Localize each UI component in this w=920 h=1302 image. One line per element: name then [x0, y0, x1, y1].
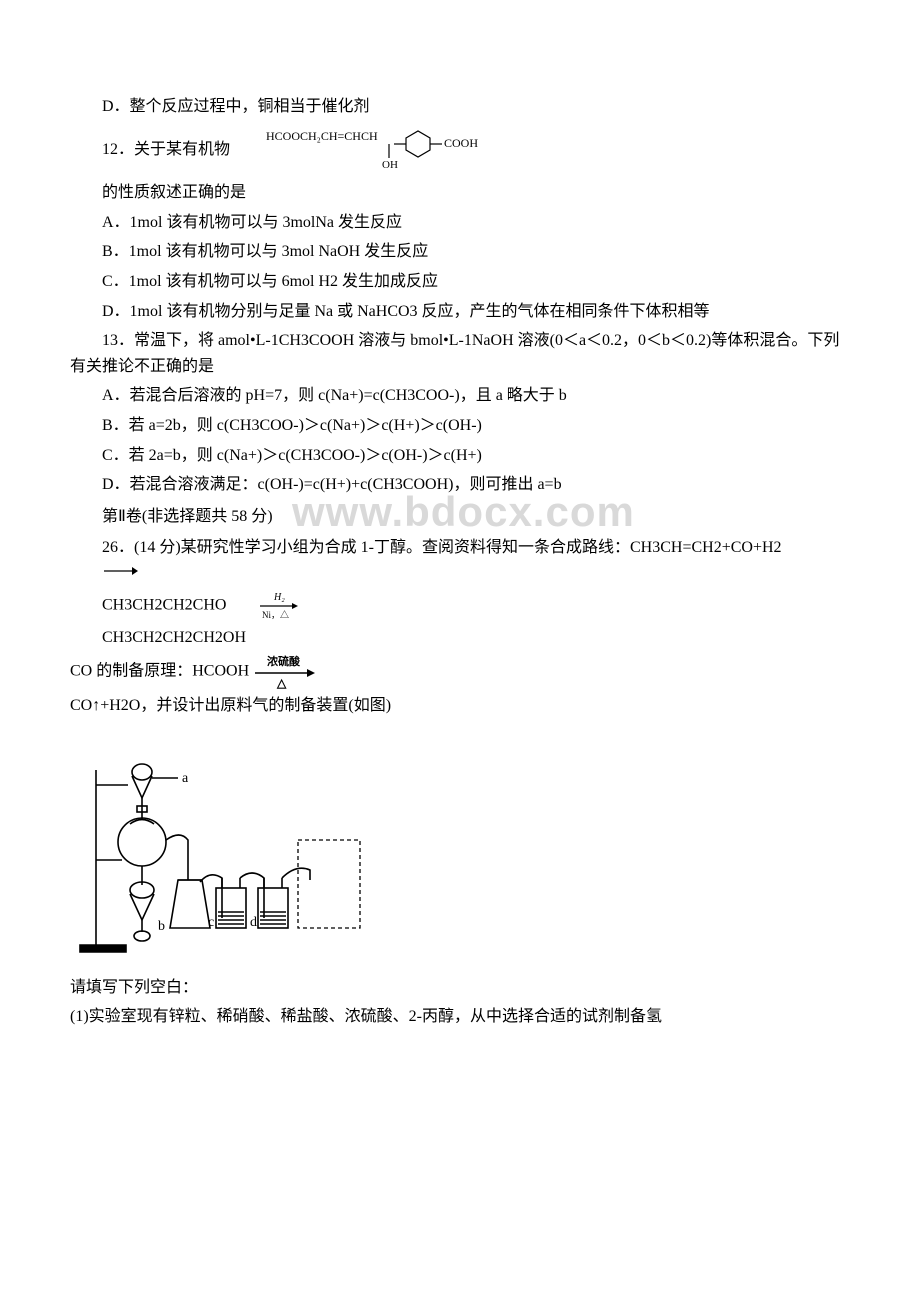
benzene-ring: [406, 131, 430, 157]
q13-optD: D．若混合溶液满足：c(OH-)=c(H+)+c(CH3COOH)，则可推出 a…: [70, 472, 850, 498]
label-b: b: [158, 919, 165, 934]
q12-stem-line: 12．关于某有机物 HCOOCH₂CH=CHCH COOH OH: [70, 124, 850, 177]
arrow3-top: 浓硫酸: [267, 655, 301, 668]
q12-stem-prefix: 12．关于某有机物: [102, 141, 230, 158]
section2-text: 第Ⅱ卷(非选择题共 58 分): [102, 508, 273, 525]
q26-arrow2: H₂ Ni，△: [226, 591, 298, 621]
arrow2-top: H₂: [273, 592, 285, 603]
q26-line2: CH3CH2CH2CHO H₂ Ni，△: [70, 591, 850, 621]
section2-title: 第Ⅱ卷(非选择题共 58 分) www.bdocx.com: [70, 504, 850, 530]
q26-line2-prefix: CH3CH2CH2CHO: [102, 597, 226, 614]
q12-optB: B．1mol 该有机物可以与 3mol NaOH 发生反应: [70, 239, 850, 265]
q26-co-line2: CO↑+H2O，并设计出原料气的制备装置(如图): [70, 693, 850, 719]
q26-stem-text: 26．(14 分)某研究性学习小组为合成 1-丁醇。查阅资料得知一条合成路线：C…: [102, 539, 782, 556]
q26-stem: 26．(14 分)某研究性学习小组为合成 1-丁醇。查阅资料得知一条合成路线：C…: [70, 535, 850, 587]
label-d: d: [250, 915, 257, 930]
q11-optD: D．整个反应过程中，铜相当于催化剂: [70, 94, 850, 120]
apparatus-diagram: a b c d: [70, 730, 850, 969]
q26-arrow3: 浓硫酸 △: [253, 655, 315, 689]
q12-optC: C．1mol 该有机物可以与 6mol H2 发生加成反应: [70, 269, 850, 295]
formula-right-text: COOH: [444, 136, 478, 150]
dashed-box: [298, 840, 360, 928]
formula-left-text: HCOOCH₂CH=CHCH: [266, 129, 378, 143]
q26-co-line: CO 的制备原理：HCOOH 浓硫酸 △: [70, 655, 850, 689]
q13-stem: 13．常温下，将 amol•L-1CH3COOH 溶液与 bmol•L-1NaO…: [70, 328, 850, 379]
q12-stem-suffix: 的性质叙述正确的是: [70, 180, 850, 206]
q13-optC: C．若 2a=b，则 c(Na+)＞c(CH3COO-)＞c(OH-)＞c(H+…: [70, 443, 850, 469]
label-a: a: [182, 771, 189, 786]
q13-optB: B．若 a=2b，则 c(CH3COO-)＞c(Na+)＞c(H+)＞c(OH-…: [70, 413, 850, 439]
label-c: c: [208, 915, 214, 930]
q26-co-prefix: CO 的制备原理：HCOOH: [70, 662, 249, 679]
q26-arrow1: [70, 561, 138, 587]
q26-line3: CH3CH2CH2CH2OH: [70, 625, 850, 651]
q26-sub1: (1)实验室现有锌粒、稀硝酸、稀盐酸、浓硫酸、2-丙醇，从中选择合适的试剂制备氢: [70, 1004, 850, 1030]
arrow3-bottom: △: [276, 676, 287, 689]
q13-optA: A．若混合后溶液的 pH=7，则 c(Na+)=c(CH3COO-)，且 a 略…: [70, 383, 850, 409]
q26-fill-prompt: 请填写下列空白：: [70, 975, 850, 1001]
arrow2-bottom: Ni，△: [262, 610, 289, 620]
q12-optA: A．1mol 该有机物可以与 3molNa 发生反应: [70, 210, 850, 236]
oh-label: OH: [382, 159, 398, 168]
q12-optD: D．1mol 该有机物分别与足量 Na 或 NaHCO3 反应，产生的气体在相同…: [70, 299, 850, 325]
q12-formula: HCOOCH₂CH=CHCH COOH OH: [234, 124, 496, 177]
